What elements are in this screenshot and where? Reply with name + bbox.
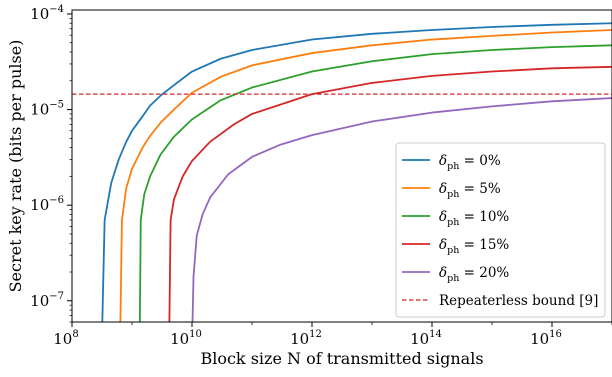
axes-layer: 108 1010 1012 1014 1016 10−7 10−6 10−5 10−4 (30, 4, 612, 348)
legend-label-0: δph = 0% (439, 153, 501, 172)
x-tick-label-3: 1014 (410, 329, 442, 348)
series-line-4 (191, 97, 612, 322)
x-tick-label-4: 1016 (530, 329, 562, 348)
x-tick-label-2: 1012 (290, 329, 322, 348)
x-axis-label: Block size N of transmitted signals (200, 349, 483, 368)
y-tick-label-1: 10−6 (30, 195, 64, 214)
x-tick-label-0: 108 (53, 329, 78, 348)
series-line-2 (138, 44, 612, 322)
y-tick-label-3: 10−4 (30, 4, 64, 23)
legend-label-1: δph = 5% (439, 181, 501, 200)
legend-label-2: δph = 10% (439, 209, 509, 228)
x-tick-label-1: 1010 (170, 329, 202, 348)
legend-label-5: Repeaterless bound [9] (439, 293, 598, 309)
legend-label-4: δph = 20% (439, 265, 509, 284)
series-line-0 (101, 22, 612, 322)
series-line-3 (168, 65, 612, 322)
series-line-1 (119, 29, 612, 322)
series-layer (72, 22, 612, 322)
legend-label-3: δph = 15% (439, 237, 509, 256)
legend-box (395, 142, 606, 318)
y-tick-label-2: 10−5 (30, 100, 64, 119)
y-tick-label-0: 10−7 (30, 291, 64, 310)
plot-frame (71, 9, 612, 323)
y-axis-label: Secret key rate (bits per pulse) (6, 40, 25, 293)
legend: δph = 0% δph = 5% δph = 10% δph = 15% δph = … (395, 142, 606, 318)
